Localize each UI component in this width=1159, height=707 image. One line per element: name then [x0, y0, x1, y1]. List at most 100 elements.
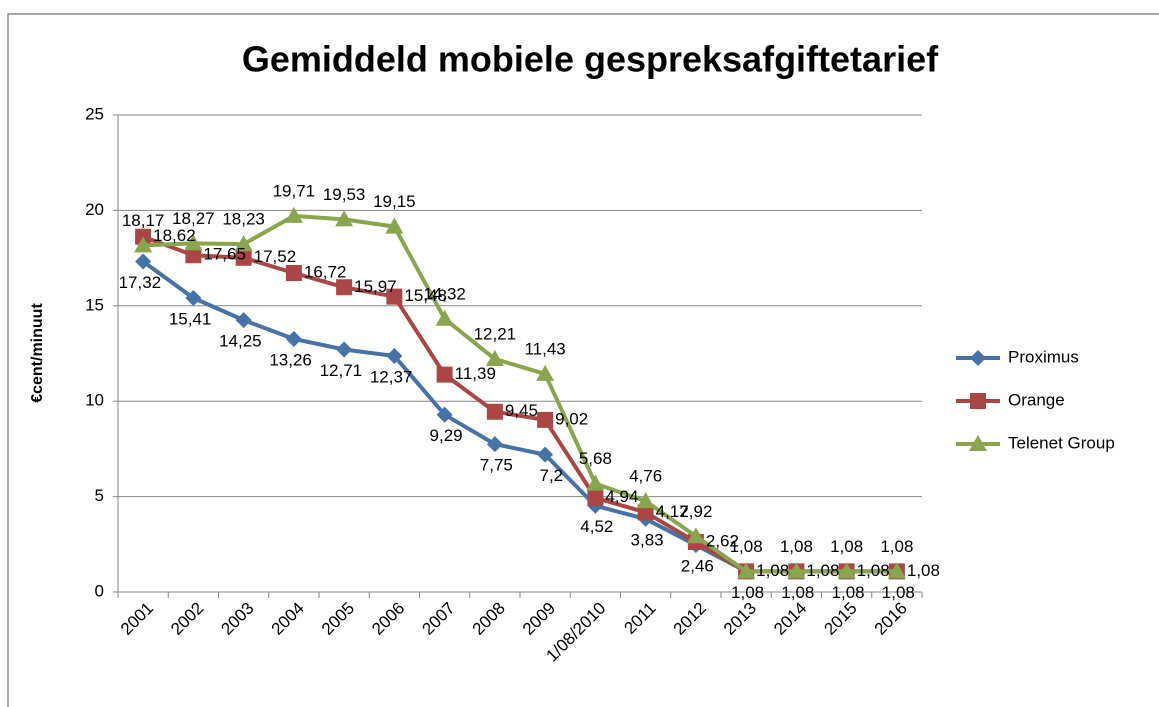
marker — [436, 406, 453, 423]
data-label: 1,08 — [756, 561, 789, 580]
x-tick-label: 2007 — [418, 599, 458, 639]
marker — [235, 249, 252, 266]
data-label: 1,08 — [781, 583, 814, 602]
y-tick-label: 15 — [85, 295, 104, 314]
marker — [887, 562, 906, 579]
marker — [787, 562, 806, 579]
legend-label: Proximus — [1008, 347, 1079, 366]
marker — [385, 217, 404, 234]
data-label: 11,43 — [524, 339, 565, 358]
y-tick-label: 10 — [85, 391, 104, 410]
data-label: 18,27 — [172, 209, 215, 228]
data-label: 1,08 — [832, 583, 865, 602]
x-tick-label: 2014 — [770, 599, 810, 639]
x-tick-label: 2016 — [871, 599, 911, 639]
data-label: 17,52 — [254, 247, 297, 266]
data-label: 1,08 — [730, 537, 763, 556]
marker — [686, 527, 705, 544]
data-label: 18,23 — [222, 210, 265, 229]
y-tick-label: 0 — [95, 581, 104, 600]
data-label: 12,21 — [474, 325, 517, 344]
data-label: 15,48 — [404, 286, 447, 305]
legend-marker — [969, 435, 987, 451]
marker — [184, 234, 203, 251]
data-label: 2,46 — [681, 557, 714, 576]
data-label: 18,62 — [153, 226, 196, 245]
x-tick-label: 2012 — [670, 599, 710, 639]
data-label: 1,08 — [731, 583, 764, 602]
marker — [537, 411, 554, 428]
data-label: 7,2 — [539, 466, 563, 485]
marker — [235, 312, 252, 329]
data-label: 1,08 — [857, 561, 890, 580]
marker — [336, 341, 353, 358]
marker — [586, 474, 605, 491]
x-tick-label: 2008 — [469, 599, 509, 639]
x-tick-label: 2015 — [820, 599, 860, 639]
data-label: 2,62 — [706, 531, 739, 550]
x-tick-label: 2003 — [217, 599, 257, 639]
data-label: 1,08 — [806, 561, 839, 580]
marker — [536, 364, 555, 381]
x-tick-label: 2009 — [519, 599, 559, 639]
data-label: 16,72 — [304, 262, 347, 281]
data-label: 7,75 — [480, 456, 513, 475]
marker — [435, 309, 454, 326]
data-label: 1,08 — [882, 583, 915, 602]
marker — [335, 210, 354, 227]
data-label: 17,32 — [119, 273, 162, 292]
data-label: 4,94 — [605, 487, 638, 506]
data-label: 14,32 — [423, 284, 466, 303]
data-label: 1,08 — [907, 561, 940, 580]
x-tick-label: 2006 — [368, 599, 408, 639]
data-label: 13,26 — [269, 350, 312, 369]
x-tick-label: 2013 — [720, 599, 760, 639]
data-label: 19,15 — [373, 192, 416, 211]
data-label: 12,71 — [320, 361, 363, 380]
marker — [485, 350, 504, 367]
data-label: 2,92 — [679, 502, 712, 521]
marker — [436, 366, 453, 383]
marker — [837, 562, 856, 579]
marker — [135, 253, 152, 270]
data-label: 15,41 — [169, 309, 212, 328]
data-label: 17,65 — [203, 245, 246, 264]
chart-title: Gemiddeld mobiele gespreksafgiftetarief — [242, 39, 939, 80]
marker — [336, 279, 353, 296]
data-label: 4,76 — [629, 467, 662, 486]
marker — [637, 504, 654, 521]
y-tick-label: 20 — [85, 200, 104, 219]
data-label: 9,02 — [555, 409, 588, 428]
marker — [234, 235, 253, 252]
marker — [386, 288, 403, 305]
x-tick-label: 2011 — [620, 599, 659, 638]
legend-marker — [970, 350, 986, 366]
data-label: 14,25 — [219, 332, 262, 351]
y-tick-label: 25 — [85, 104, 104, 123]
x-tick-label: 2004 — [268, 599, 308, 639]
data-label: 1,08 — [780, 537, 813, 556]
data-label: 19,53 — [323, 185, 366, 204]
marker — [537, 446, 554, 463]
data-label: 19,71 — [273, 181, 316, 200]
data-label: 4,17 — [656, 502, 689, 521]
y-axis-label: €cent/minuut — [29, 303, 46, 403]
marker — [185, 289, 202, 306]
marker — [636, 492, 655, 509]
data-label: 15,97 — [354, 277, 397, 296]
marker — [134, 236, 153, 253]
data-label: 18,17 — [122, 211, 165, 230]
marker — [737, 562, 756, 579]
data-label: 1,08 — [880, 537, 913, 556]
data-label: 4,52 — [580, 517, 613, 536]
data-label: 3,83 — [631, 530, 664, 549]
marker — [284, 206, 303, 223]
marker — [486, 436, 503, 453]
data-label: 9,45 — [505, 401, 538, 420]
marker — [587, 489, 604, 506]
marker — [486, 403, 503, 420]
legend-label: Orange — [1008, 390, 1065, 409]
data-label: 11,39 — [455, 364, 496, 383]
x-tick-label: 2002 — [167, 599, 207, 639]
